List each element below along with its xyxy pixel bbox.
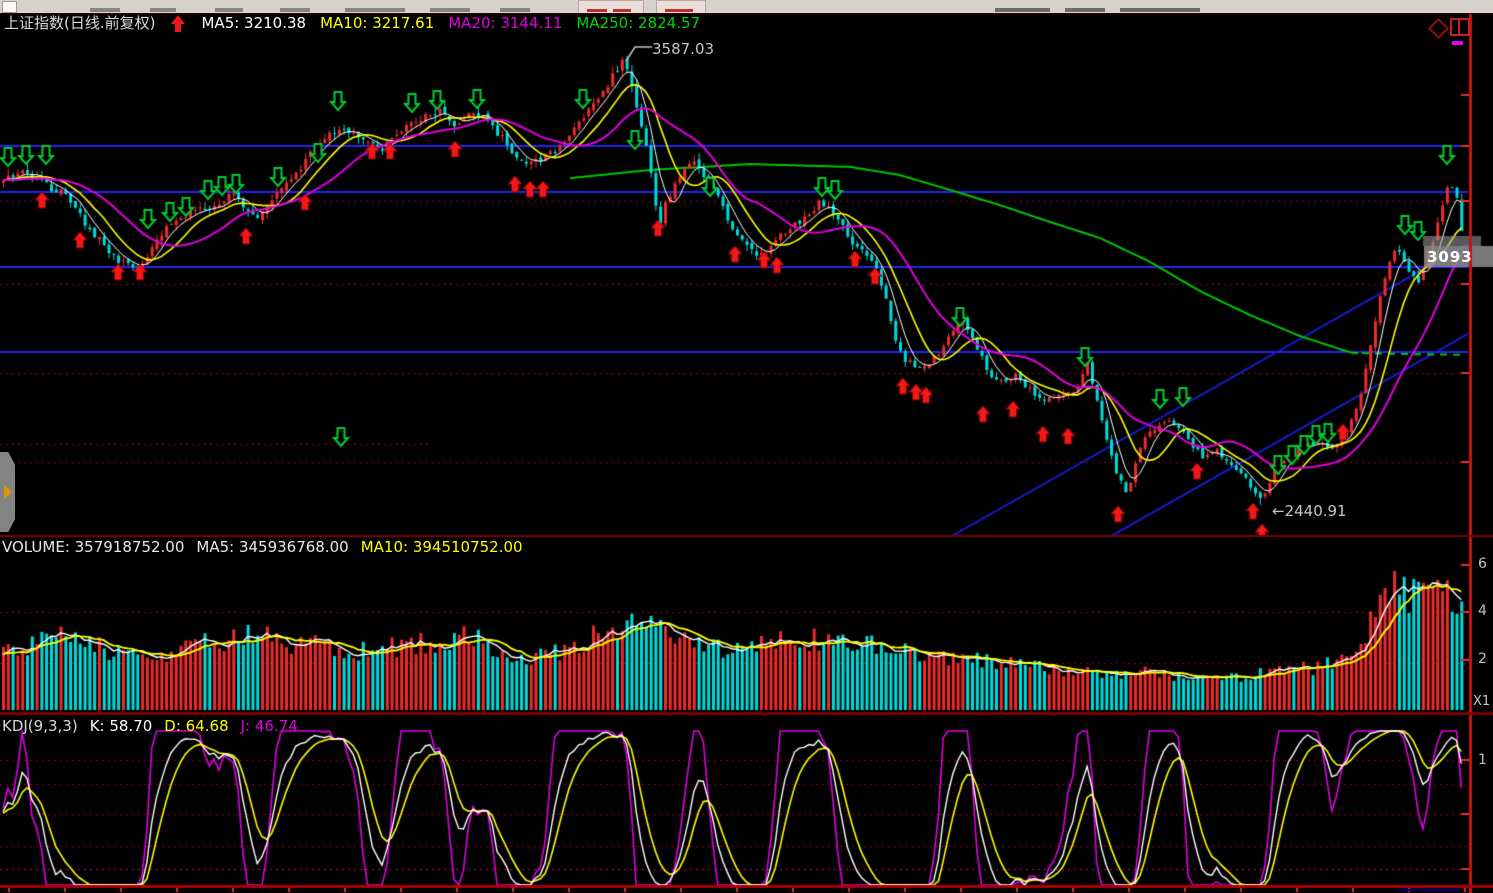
volume-chart[interactable] <box>0 537 1493 716</box>
volume-axis-label-6: 6 <box>1478 556 1487 572</box>
volume-axis-label-2: 2 <box>1478 651 1487 667</box>
kdj-header: KDJ(9,3,3) K: 58.70 D: 64.68 J: 46.74 <box>2 718 298 735</box>
split-window-icon[interactable] <box>1450 18 1470 36</box>
kdj-k-value: K: 58.70 <box>89 717 153 735</box>
ma5-value: MA5: 3210.38 <box>201 14 307 32</box>
sidebar-expand-handle[interactable] <box>0 452 15 532</box>
scrollbar-sliver <box>1398 889 1460 891</box>
up-arrow-icon <box>171 15 186 32</box>
volume-ma10-value: MA10: 394510752.00 <box>360 538 523 556</box>
menu-item[interactable] <box>500 8 530 12</box>
volume-axis-label-4: 4 <box>1478 603 1487 619</box>
volume-header: VOLUME: 357918752.00 MA5: 345936768.00 M… <box>2 539 523 556</box>
kdj-d-value: D: 64.68 <box>164 717 229 735</box>
kdj-chart[interactable] <box>0 716 1493 893</box>
menu-status-text <box>995 8 1050 12</box>
expand-arrow-icon <box>4 485 12 499</box>
kdj-axis-label: 1 <box>1478 752 1487 768</box>
menu-bar[interactable] <box>0 0 1493 14</box>
menu-button-trade[interactable] <box>656 0 706 14</box>
ma10-value: MA10: 3217.61 <box>320 14 435 32</box>
symbol-title[interactable]: 上证指数(日线.前复权) <box>4 14 156 32</box>
menu-item[interactable] <box>280 8 310 12</box>
ma250-value: MA250: 2824.57 <box>576 14 701 32</box>
kdj-title: KDJ(9,3,3) <box>2 717 78 735</box>
last-price-tag: 3093 <box>1427 248 1473 266</box>
volume-unit-label: X1 <box>1473 694 1491 709</box>
menu-status-text <box>1120 8 1200 12</box>
menu-item[interactable] <box>90 8 120 12</box>
main-chart-header: 上证指数(日线.前复权) MA5: 3210.38 MA10: 3217.61 … <box>4 15 700 32</box>
menu-icon[interactable] <box>2 1 17 13</box>
low-price-annotation: ←2440.91 <box>1272 502 1347 520</box>
menu-item[interactable] <box>430 8 470 12</box>
menu-item[interactable] <box>215 8 243 12</box>
kdj-j-value: J: 46.74 <box>240 717 298 735</box>
menu-button-quote[interactable] <box>578 0 644 14</box>
menu-item[interactable] <box>150 8 176 12</box>
magenta-marker-icon <box>1452 41 1463 45</box>
menu-status-text <box>1065 8 1105 12</box>
ma20-value: MA20: 3144.11 <box>448 14 563 32</box>
volume-value: VOLUME: 357918752.00 <box>2 538 185 556</box>
volume-ma5-value: MA5: 345936768.00 <box>196 538 349 556</box>
main-price-chart[interactable] <box>0 13 1493 537</box>
menu-item[interactable] <box>345 8 405 12</box>
high-price-annotation: 3587.03 <box>652 40 715 58</box>
